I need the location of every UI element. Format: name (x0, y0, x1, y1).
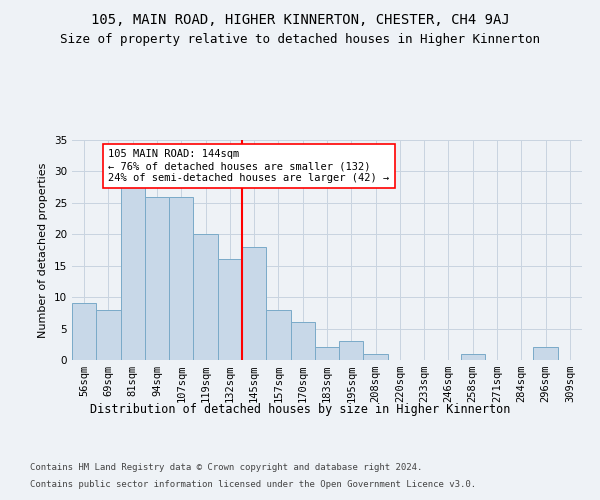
Bar (193, 234, 218, 360)
Bar (218, 260, 242, 360)
Y-axis label: Number of detached properties: Number of detached properties (38, 162, 49, 338)
Bar (121, 178, 145, 360)
Text: Distribution of detached houses by size in Higher Kinnerton: Distribution of detached houses by size … (90, 402, 510, 415)
Bar (266, 310, 290, 360)
Text: Contains HM Land Registry data © Crown copyright and database right 2024.: Contains HM Land Registry data © Crown c… (30, 462, 422, 471)
Bar (145, 196, 169, 360)
Bar (169, 196, 193, 360)
Text: 105, MAIN ROAD, HIGHER KINNERTON, CHESTER, CH4 9AJ: 105, MAIN ROAD, HIGHER KINNERTON, CHESTE… (91, 12, 509, 26)
Bar (315, 348, 339, 360)
Text: 105 MAIN ROAD: 144sqm
← 76% of detached houses are smaller (132)
24% of semi-det: 105 MAIN ROAD: 144sqm ← 76% of detached … (109, 150, 389, 182)
Bar (72, 304, 96, 360)
Bar (533, 348, 558, 360)
Bar (96, 310, 121, 360)
Bar (290, 322, 315, 360)
Bar (364, 354, 388, 360)
Text: Size of property relative to detached houses in Higher Kinnerton: Size of property relative to detached ho… (60, 32, 540, 46)
Text: Contains public sector information licensed under the Open Government Licence v3: Contains public sector information licen… (30, 480, 476, 489)
Bar (461, 354, 485, 360)
Bar (242, 247, 266, 360)
Bar (339, 341, 364, 360)
